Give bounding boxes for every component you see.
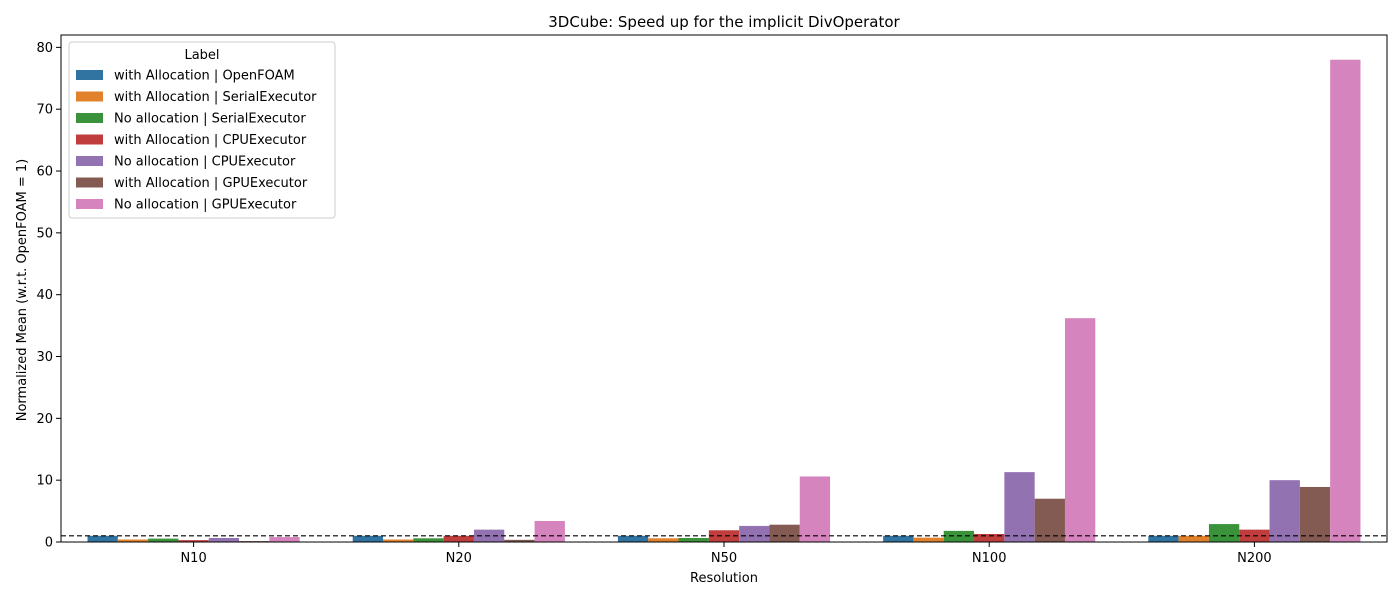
bar — [799, 476, 831, 542]
bar — [87, 535, 118, 542]
y-tick-label: 10 — [36, 474, 53, 489]
bar — [1148, 535, 1179, 542]
bar — [943, 530, 975, 542]
legend-swatch — [76, 113, 103, 123]
y-tick-label: 70 — [36, 103, 53, 118]
bar — [178, 540, 209, 542]
legend-label: with Allocation | CPUExecutor — [114, 133, 307, 148]
bar — [708, 530, 740, 542]
bar — [269, 537, 300, 542]
bar — [352, 535, 384, 542]
legend-swatch — [76, 177, 103, 188]
bar — [678, 537, 709, 542]
bar — [443, 535, 474, 542]
legend-label: No allocation | CPUExecutor — [114, 155, 296, 170]
bar — [617, 535, 649, 542]
bar — [1178, 535, 1209, 542]
bar — [1064, 318, 1096, 542]
legend-swatch — [76, 91, 103, 102]
legend-label: No allocation | SerialExecutor — [114, 112, 306, 127]
x-tick-label: N100 — [972, 551, 1007, 566]
bar — [383, 539, 414, 542]
y-tick-label: 60 — [36, 165, 53, 180]
bar — [148, 538, 179, 542]
legend-label: No allocation | GPUExecutor — [114, 198, 297, 213]
y-tick-label: 30 — [36, 350, 53, 365]
bar — [739, 525, 770, 542]
y-tick-label: 20 — [36, 412, 53, 427]
legend-label: with Allocation | SerialExecutor — [114, 90, 317, 105]
legend-box — [68, 41, 336, 219]
legend-label: with Allocation | GPUExecutor — [114, 176, 308, 191]
bar — [648, 538, 679, 542]
bar — [1269, 480, 1300, 542]
x-tick-label: N50 — [711, 551, 737, 566]
x-tick-label: N200 — [1237, 551, 1272, 566]
bar — [1330, 59, 1361, 542]
bar — [974, 533, 1005, 542]
plot-frame — [60, 34, 1388, 543]
bar — [913, 537, 944, 542]
x-axis-label: Resolution — [690, 571, 758, 586]
bar — [504, 539, 535, 542]
bar — [534, 520, 565, 542]
x-tick-label: N10 — [180, 551, 206, 566]
bar — [413, 538, 444, 542]
bar — [1208, 524, 1240, 542]
bar — [769, 524, 800, 542]
legend: Label with Allocation | OpenFOAM with Allo… — [68, 41, 336, 219]
legend-swatch — [76, 156, 103, 166]
bar — [117, 539, 149, 542]
y-tick-label: 0 — [45, 536, 53, 551]
x-tick-label: N20 — [446, 551, 472, 566]
legend-title: Label — [184, 48, 219, 63]
bar — [1299, 486, 1331, 542]
y-axis-label: Normalized Mean (w.r.t. OpenFOAM = 1) — [15, 159, 30, 422]
legend-label: with Allocation | OpenFOAM — [114, 69, 295, 84]
chart-title: 3DCube: Speed up for the implicit DivOpe… — [548, 13, 900, 31]
bar — [1034, 498, 1065, 542]
y-tick-label: 80 — [36, 41, 53, 56]
bar — [1004, 472, 1035, 542]
y-tick-label: 40 — [36, 288, 53, 303]
legend-swatch — [76, 70, 103, 80]
legend-swatch — [76, 199, 103, 209]
legend-swatch — [76, 134, 103, 145]
y-tick-label: 50 — [36, 226, 53, 241]
bar — [208, 537, 240, 542]
bar — [883, 535, 914, 542]
